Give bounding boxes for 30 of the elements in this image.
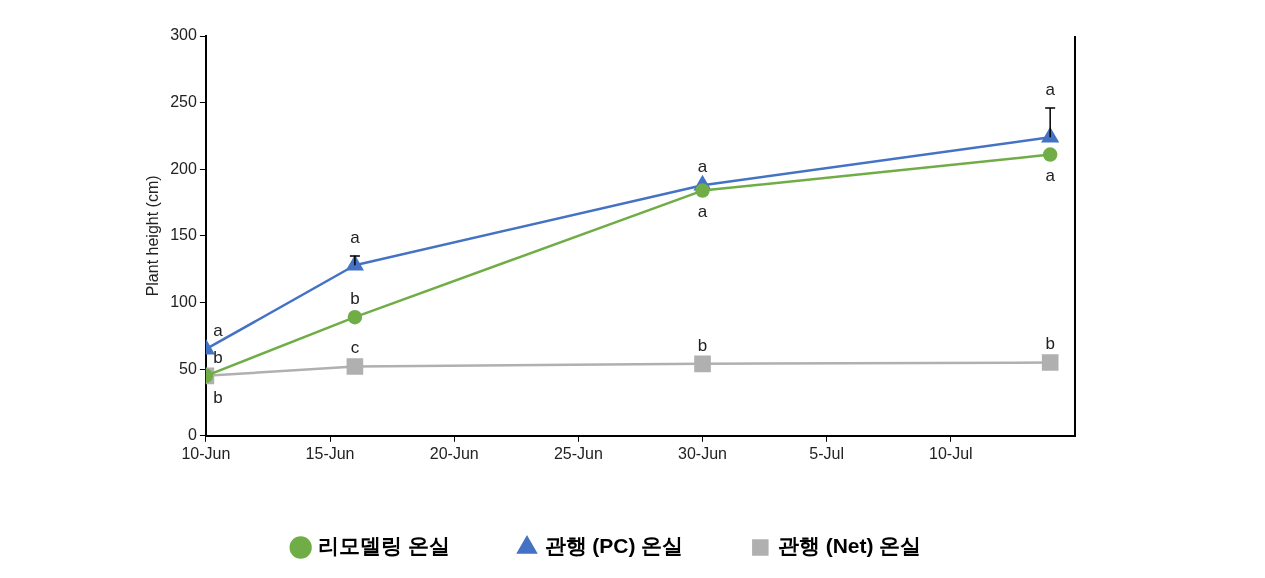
y-tick-label: 250 — [170, 93, 197, 111]
x-tick-label: 30-Jun — [678, 444, 727, 462]
y-tick-label: 300 — [170, 26, 197, 44]
x-tick-label: 5-Jul — [809, 444, 845, 462]
y-axis-title: Plant height (cm) — [144, 175, 162, 297]
annotation: a — [697, 156, 708, 176]
annotation: b — [697, 335, 708, 355]
x-tick-label: 20-Jun — [429, 444, 479, 462]
annotation: a — [697, 202, 708, 222]
x-tick-label: 10-Jul — [929, 444, 973, 462]
x-tick-label: 15-Jun — [305, 444, 355, 462]
annotation: b — [350, 288, 360, 308]
legend-label: 관행 (PC) 온실 — [544, 534, 684, 558]
annotation: b — [213, 387, 223, 407]
annotation: b — [1045, 334, 1055, 354]
legend-label: 관행 (Net) 온실 — [777, 534, 922, 558]
y-tick-label: 0 — [187, 426, 197, 444]
annotation: a — [213, 320, 224, 340]
x-tick-label: 25-Jun — [553, 444, 603, 462]
y-tick-label: 150 — [170, 226, 197, 244]
y-tick-label: 100 — [170, 292, 197, 310]
y-tick-label: 200 — [170, 159, 197, 177]
annotation: a — [350, 227, 361, 247]
y-tick-label: 50 — [179, 359, 197, 377]
annotation: a — [1045, 166, 1056, 186]
annotation: a — [1045, 79, 1056, 99]
legend-label: 리모델링 온실 — [318, 534, 451, 558]
annotation: b — [213, 347, 223, 367]
annotation: c — [350, 338, 360, 358]
x-tick-label: 10-Jun — [181, 444, 231, 462]
